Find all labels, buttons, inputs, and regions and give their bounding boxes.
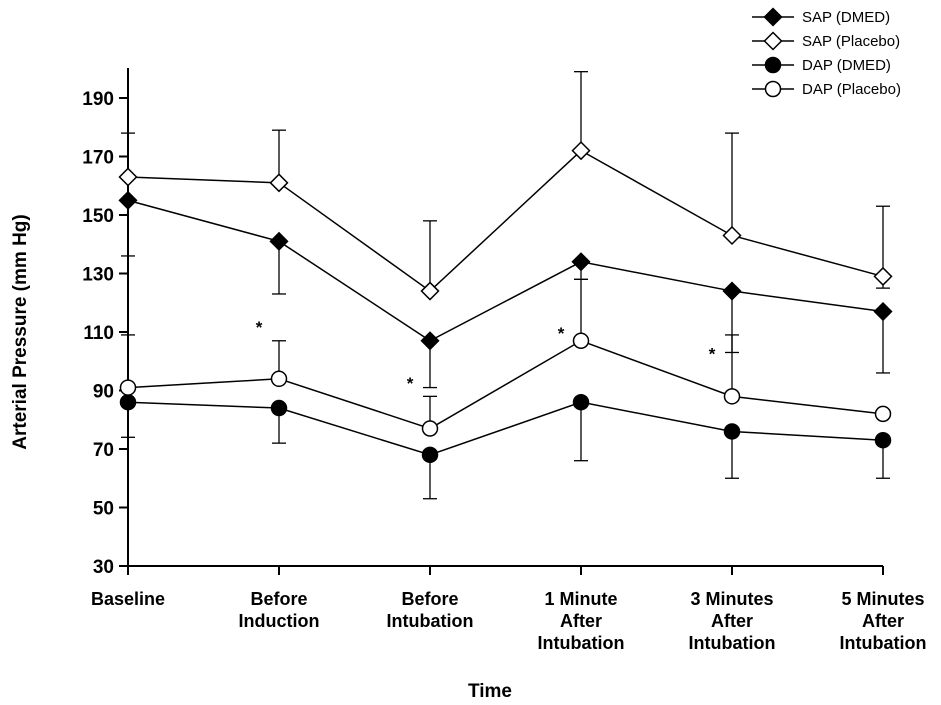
x-tick-label-line: Before <box>250 589 307 609</box>
data-point <box>572 393 590 411</box>
x-tick-label: 1 Minute After Intubation <box>538 589 625 653</box>
x-tick-label-line: Induction <box>239 611 320 631</box>
x-tick-label-line: After <box>560 611 602 631</box>
legend-marker <box>764 56 782 74</box>
y-tick-label: 50 <box>93 499 114 520</box>
data-point <box>269 231 289 251</box>
x-tick-label: 3 Minutes After Intubation <box>689 589 776 653</box>
series-line <box>127 149 884 293</box>
legend-label: SAP (Placebo) <box>802 33 900 50</box>
data-point <box>269 173 289 193</box>
y-tick-label: 130 <box>82 265 114 286</box>
x-tick-label-line: Baseline <box>91 589 165 609</box>
y-tick-label: 110 <box>83 323 114 344</box>
y-ticks: 30 50 70 90 110 130 150 170 190 <box>82 89 128 578</box>
data-point <box>119 393 137 411</box>
data-point <box>874 405 892 423</box>
legend-label: DAP (DMED) <box>802 57 891 74</box>
legend-label: SAP (DMED) <box>802 9 890 26</box>
legend-label: DAP (Placebo) <box>802 81 901 98</box>
data-point <box>420 281 440 301</box>
x-axis-title: Time <box>468 681 512 702</box>
significance-annotations: * * * * <box>256 318 716 393</box>
significance-marker: * <box>407 374 414 393</box>
data-point <box>420 331 440 351</box>
y-tick-label: 30 <box>93 557 114 578</box>
data-point <box>572 332 590 350</box>
data-point <box>270 399 288 417</box>
legend-marker <box>763 7 783 27</box>
legend-marker <box>763 31 783 51</box>
series-line <box>127 339 884 430</box>
data-point <box>722 225 742 246</box>
data-point <box>874 431 892 449</box>
data-point <box>421 446 439 464</box>
x-tick-label: Baseline <box>91 589 165 609</box>
legend-marker <box>764 80 782 98</box>
data-point <box>723 388 741 405</box>
series-markers <box>118 141 893 464</box>
x-tick-label-line: After <box>711 611 753 631</box>
significance-marker: * <box>709 345 716 364</box>
data-point <box>118 190 138 210</box>
data-point <box>270 370 288 388</box>
x-tick-label-line: 1 Minute <box>544 589 617 609</box>
data-point <box>421 420 439 437</box>
y-tick-label: 190 <box>82 89 114 110</box>
significance-marker: * <box>558 324 565 343</box>
data-point <box>571 141 591 161</box>
x-tick-label-line: 3 Minutes <box>690 589 773 609</box>
data-point <box>873 301 893 322</box>
data-point <box>722 281 742 301</box>
x-tick-label-line: Intubation <box>387 611 474 631</box>
x-tick-label-line: After <box>862 611 904 631</box>
data-point <box>119 379 137 396</box>
data-point <box>723 423 741 440</box>
x-tick-label-line: Intubation <box>689 633 776 653</box>
y-tick-label: 70 <box>93 440 114 461</box>
series-line <box>127 401 884 456</box>
y-tick-label: 150 <box>82 206 114 227</box>
series-lines <box>127 149 884 456</box>
data-point <box>118 167 138 187</box>
legend: SAP (DMED) SAP (Placebo) DAP (DMED) DAP (Pl… <box>752 7 901 98</box>
significance-marker: * <box>256 318 263 337</box>
y-axis-title: Arterial Pressure (mm Hg) <box>10 214 31 449</box>
x-tick-label-line: Intubation <box>840 633 927 653</box>
data-point <box>571 252 591 272</box>
x-tick-label-line: Intubation <box>538 633 625 653</box>
x-tick-label: Before Intubation <box>387 589 474 631</box>
x-tick-label: Before Induction <box>239 589 320 631</box>
x-tick-label: 5 Minutes After Intubation <box>840 589 927 653</box>
series-line <box>127 199 884 342</box>
y-tick-label: 170 <box>82 148 114 169</box>
y-tick-label: 90 <box>93 382 114 403</box>
axes <box>127 68 883 567</box>
x-tick-label-line: Before <box>401 589 458 609</box>
x-tick-label-line: 5 Minutes <box>841 589 924 609</box>
data-point <box>873 266 893 286</box>
error-bars <box>121 71 890 500</box>
